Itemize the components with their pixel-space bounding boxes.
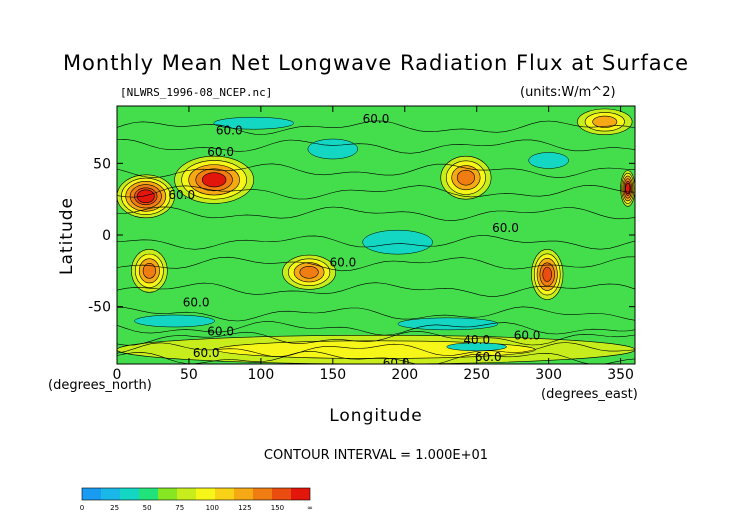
contour-line-6: [117, 256, 635, 272]
contour-label-6: 60.0: [183, 296, 210, 310]
contour-label-1: 60.0: [207, 145, 234, 159]
x-tick-label-5: 250: [463, 367, 490, 383]
contour-label-10: 60.0: [514, 329, 541, 343]
x-axis-ticks: 0 50 100 150 200 250 300 350: [113, 106, 634, 383]
contour-label-9: 40.0: [463, 333, 490, 347]
cool-patch-0: [307, 138, 359, 160]
x-tick-label-6: 300: [535, 367, 562, 383]
contour-line-0: [117, 120, 635, 135]
feature-core-1: [201, 172, 227, 188]
colorbar-tick-label-7: ∞: [307, 504, 313, 512]
x-axis-label: Longitude: [329, 406, 423, 426]
x-tick-label-7: 350: [607, 367, 634, 383]
contour-line-12: [117, 350, 635, 364]
colorbar-swatch-9: [253, 488, 272, 500]
cool-patch-1: [528, 152, 569, 169]
colorbar-tick-label-2: 50: [143, 504, 152, 512]
contour-lines: [117, 120, 635, 364]
contour-line-10: [117, 330, 635, 346]
feature-contour-4-3: [299, 265, 319, 279]
heatmap-field: 60.0 60.0 60.0 60.0 60.0 60.0 60.0 60.0 60.0 40.0…: [117, 106, 635, 370]
feature-contour-3-3: [142, 263, 156, 279]
colorbar: [81, 487, 311, 501]
colorbar-tick-label-1: 25: [110, 504, 119, 512]
colorbar-tick-label-3: 75: [175, 504, 184, 512]
contour-line-7: [117, 282, 635, 297]
contour-label-0: 60.0: [216, 124, 243, 138]
x-tick-label-2: 100: [248, 367, 275, 383]
units-label: (units:W/m^2): [520, 85, 616, 100]
y-axis-label: Latitude: [57, 197, 77, 275]
colorbar-swatch-10: [272, 488, 291, 500]
colorbar-tick-label-5: 125: [238, 504, 251, 512]
y-tick-label-0: 50: [93, 156, 111, 172]
contour-label-7: 60.0: [207, 324, 234, 338]
feature-core-0: [136, 189, 155, 204]
cool-patch-3: [134, 314, 215, 328]
x-tick-label-4: 200: [391, 367, 418, 383]
source-file-label: [NLWRS_1996-08_NCEP.nc]: [120, 86, 272, 99]
y-tick-label-1: 0: [102, 228, 111, 244]
contour-line-2: [117, 163, 635, 178]
y-tick-label-2: -50: [88, 300, 111, 316]
colorbar-frame: [81, 487, 311, 501]
contour-label-12: 60.0: [475, 350, 502, 364]
contour-line-11: [117, 342, 635, 357]
colorbar-ticks: 0 25 50 75 100 125 150 ∞: [80, 504, 313, 512]
colorbar-swatch-11: [291, 488, 310, 500]
colorbar-swatch-3: [139, 488, 158, 500]
contour-label-2: 60.0: [168, 188, 195, 202]
y-axis-ticks: 50 0 -50: [88, 156, 635, 316]
contour-line-8: [117, 306, 635, 322]
feature-core-8: [625, 182, 631, 195]
colorbar-swatch-7: [215, 488, 234, 500]
contour-labels: 60.0 60.0 60.0 60.0 60.0 60.0 60.0 60.0 60.0 40.0…: [168, 112, 541, 370]
feature-contour-5-4: [542, 266, 553, 282]
colorbar-tick-label-4: 100: [206, 504, 219, 512]
colorbar-tick-label-6: 150: [271, 504, 284, 512]
contour-line-9: [117, 321, 635, 336]
contour-label-5: 60.0: [330, 256, 357, 270]
colorbar-swatch-0: [82, 488, 101, 500]
colorbar-swatch-6: [196, 488, 215, 500]
cool-patch-4: [397, 317, 499, 331]
colorbar-swatch-1: [101, 488, 120, 500]
cool-patch-2: [362, 229, 433, 255]
feature-contour-6-2: [592, 115, 618, 128]
y-units-label: (degrees_north): [48, 378, 152, 393]
cool-patch-5: [446, 342, 507, 352]
chart-title: Monthly Mean Net Longwave Radiation Flux…: [63, 51, 689, 75]
colorbar-swatch-8: [234, 488, 253, 500]
contour-label-4: 60.0: [492, 221, 519, 235]
contour-label-3: 60.0: [363, 112, 390, 126]
x-units-label: (degrees_east): [541, 387, 638, 402]
colorbar-tick-label-0: 0: [80, 504, 84, 512]
colorbar-swatch-5: [177, 488, 196, 500]
feature-contour-2-3: [456, 169, 475, 186]
contour-interval-text: CONTOUR INTERVAL = 1.000E+01: [264, 448, 488, 463]
contour-label-11: 60.0: [383, 356, 410, 370]
contour-line-1: [117, 138, 635, 154]
contour-line-4: [117, 206, 635, 221]
colorbar-swatch-4: [158, 488, 177, 500]
x-tick-label-0: 0: [113, 367, 122, 383]
cool-patch-6: [213, 116, 294, 130]
contour-label-8: 60.0: [193, 346, 220, 360]
x-tick-label-3: 150: [319, 367, 346, 383]
colorbar-swatch-2: [120, 488, 139, 500]
x-tick-label-1: 50: [180, 367, 198, 383]
contour-line-3: [117, 184, 635, 200]
contour-line-5: [117, 235, 635, 250]
